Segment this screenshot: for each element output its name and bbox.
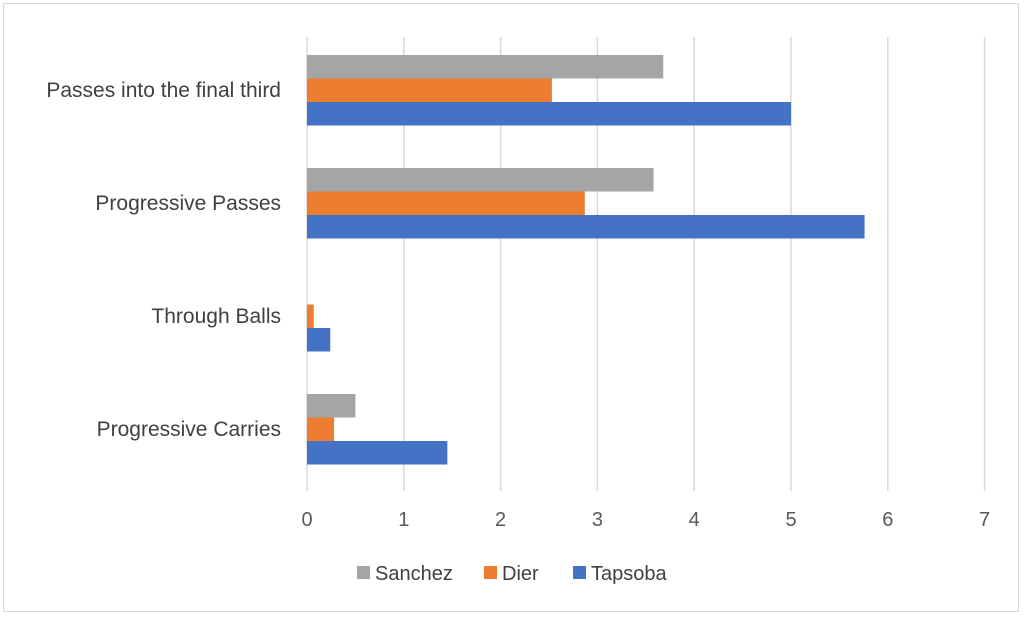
- category-labels: Passes into the final third Progressive P…: [46, 79, 281, 441]
- bar-sanchez-progressive-carries: [307, 394, 356, 418]
- bar-dier-through-balls: [307, 304, 314, 328]
- legend: Sanchez Dier Tapsoba: [357, 563, 667, 585]
- bar-tapsoba-progressive-passes: [307, 215, 865, 239]
- category-label-passes-into-the-final-third: Passes into the final third: [46, 79, 281, 102]
- x-tick-label-5: 5: [785, 509, 796, 531]
- bar-dier-progressive-passes: [307, 191, 585, 215]
- x-tick-label-7: 7: [979, 509, 990, 531]
- bar-dier-progressive-carries: [307, 417, 335, 441]
- legend-swatch-sanchez: [357, 566, 370, 579]
- bar-sanchez-passes-into-the-final-third: [307, 55, 664, 79]
- x-tick-label-1: 1: [398, 509, 409, 531]
- category-label-through-balls: Through Balls: [151, 305, 281, 328]
- x-tick-label-0: 0: [301, 509, 312, 531]
- bar-tapsoba-through-balls: [307, 328, 331, 352]
- bar-dier-passes-into-the-final-third: [307, 78, 552, 102]
- bars: [307, 55, 865, 465]
- bar-tapsoba-passes-into-the-final-third: [307, 102, 791, 126]
- tick-labels: 0 1 2 3 4 5 6 7: [301, 509, 990, 531]
- x-tick-label-4: 4: [689, 509, 700, 531]
- chart-frame: Passes into the final third Progressive P…: [3, 3, 1019, 612]
- legend-label-dier: Dier: [502, 563, 539, 585]
- legend-swatch-dier: [484, 566, 497, 579]
- x-tick-label-2: 2: [495, 509, 506, 531]
- legend-swatch-tapsoba: [573, 566, 586, 579]
- bar-chart: Passes into the final third Progressive P…: [46, 37, 990, 585]
- category-label-progressive-carries: Progressive Carries: [97, 418, 281, 441]
- x-tick-label-3: 3: [592, 509, 603, 531]
- x-tick-label-6: 6: [882, 509, 893, 531]
- legend-label-tapsoba: Tapsoba: [591, 563, 667, 585]
- bar-tapsoba-progressive-carries: [307, 441, 448, 465]
- bar-sanchez-progressive-passes: [307, 168, 654, 192]
- legend-label-sanchez: Sanchez: [375, 563, 453, 585]
- category-label-progressive-passes: Progressive Passes: [95, 192, 281, 215]
